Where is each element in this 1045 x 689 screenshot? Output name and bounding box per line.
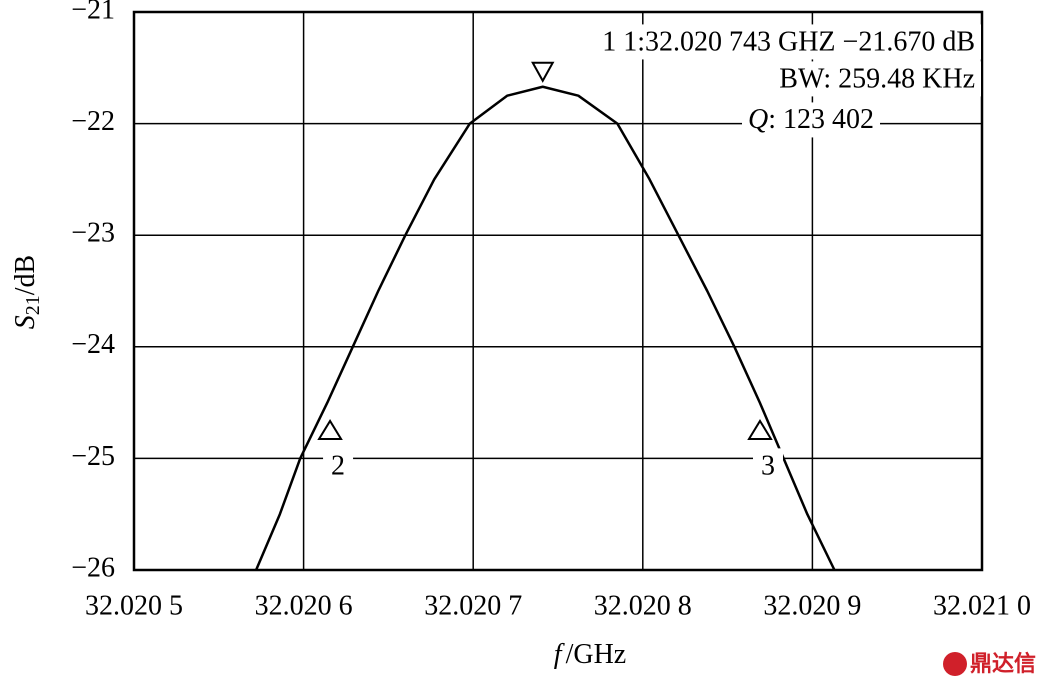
label-background <box>596 24 981 60</box>
y-label-subscript: 21 <box>22 295 44 315</box>
plot-frame <box>132 10 984 572</box>
y-tick-label: −21 <box>71 0 115 25</box>
x-tick-label: 32.020 9 <box>763 590 861 621</box>
y-tick-label: −23 <box>71 218 115 249</box>
marker <box>747 419 773 440</box>
watermark: 鼎达信 <box>943 651 1036 677</box>
y-axis-label: S21/dB <box>10 255 43 329</box>
label-background <box>742 102 881 138</box>
annotation: BW: 259.48 KHz <box>779 63 975 94</box>
y-tick-label: −24 <box>71 329 115 360</box>
x-tick-label: 32.021 0 <box>933 590 1031 621</box>
y-tick-label: −26 <box>71 552 115 583</box>
watermark-text: 鼎达信 <box>970 651 1036 677</box>
q-value: : 123 402 <box>768 104 874 135</box>
annotation: Q: 123 402 <box>748 104 874 135</box>
marker <box>531 61 555 83</box>
watermark-logo <box>943 652 967 676</box>
y-tick-label: −25 <box>71 441 115 472</box>
label-background <box>773 61 981 97</box>
label-background <box>752 448 783 484</box>
marker-label: 3 <box>761 450 775 481</box>
y-label-unit: /dB <box>10 255 41 295</box>
x-tick-label: 32.020 8 <box>594 590 692 621</box>
q-symbol: Q <box>748 104 768 135</box>
x-axis-label: f/GHz <box>554 639 626 670</box>
annotation: 1 1:32.020 743 GHZ −21.670 dB <box>602 26 975 57</box>
x-label-unit: /GHz <box>566 639 627 670</box>
label-background <box>323 448 354 484</box>
x-tick-label: 32.020 6 <box>255 590 353 621</box>
x-tick-label: 32.020 7 <box>424 590 522 621</box>
marker <box>317 419 343 440</box>
y-tick-label: −22 <box>71 106 115 137</box>
x-tick-label: 32.020 5 <box>85 590 183 621</box>
data <box>254 61 836 571</box>
marker-label: 2 <box>331 450 345 481</box>
y-label-symbol: S <box>10 315 41 329</box>
x-label-symbol: f <box>554 639 565 670</box>
line <box>254 85 836 571</box>
